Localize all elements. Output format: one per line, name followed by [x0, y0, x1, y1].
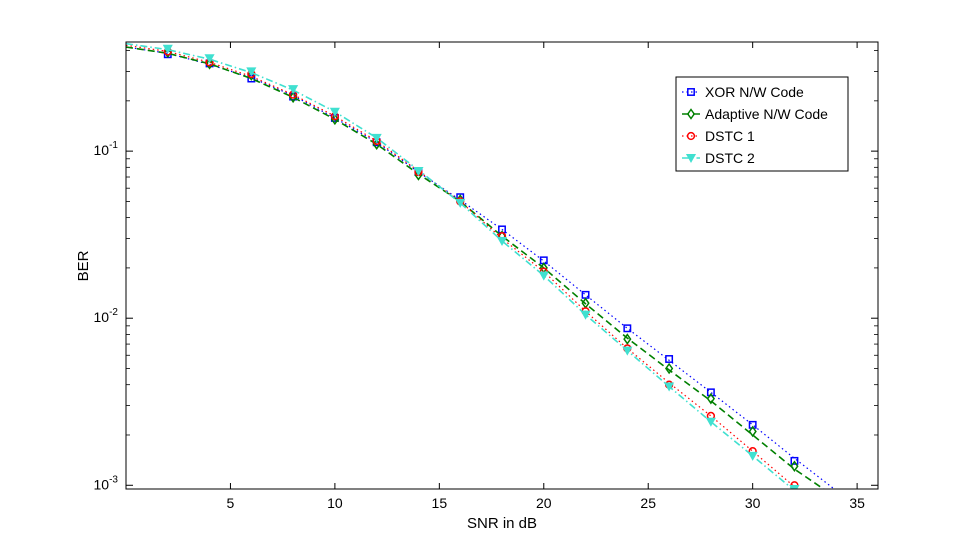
plot-content — [126, 42, 836, 489]
legend-marker — [686, 108, 696, 120]
data-point-xor-n-w-code — [665, 355, 674, 363]
legend-item-dstc-1: DSTC 1 — [682, 128, 755, 144]
data-point-dstc-2 — [664, 382, 675, 392]
data-point-adaptive-n-w-code — [790, 460, 799, 473]
data-point-dstc-2 — [455, 198, 466, 208]
y-axis-label: BER — [75, 250, 92, 281]
data-point-adaptive-n-w-code — [706, 392, 716, 405]
data-point-dstc-2 — [747, 451, 758, 461]
legend-label: Adaptive N/W Code — [705, 106, 828, 122]
x-tick-label: 20 — [536, 495, 552, 511]
x-axis-label: SNR in dB — [467, 515, 537, 532]
x-tick-label: 10 — [327, 495, 343, 511]
data-point-adaptive-n-w-code — [623, 333, 632, 345]
data-point-dstc-2 — [246, 67, 257, 77]
y-tick-label: 10-2 — [94, 307, 119, 325]
data-point-dstc-2 — [204, 54, 215, 64]
data-point-xor-n-w-code — [706, 388, 715, 397]
data-point-dstc-2 — [789, 485, 800, 489]
x-tick-label: 15 — [432, 495, 448, 511]
data-point-dstc-2 — [580, 310, 591, 320]
data-point-dstc-2 — [413, 167, 424, 177]
data-point-dstc-2 — [538, 271, 549, 281]
legend-box — [675, 76, 849, 172]
legend-marker — [687, 88, 695, 96]
legend-label: XOR N/W Code — [705, 84, 804, 100]
y-tick-label: 10-3 — [94, 474, 119, 492]
legend-label: DSTC 1 — [705, 128, 755, 144]
data-point-adaptive-n-w-code — [288, 91, 298, 104]
x-tick-label: 30 — [745, 495, 761, 511]
series-dstc-2 — [126, 42, 800, 489]
legend-item-dstc-2: DSTC 2 — [682, 150, 755, 166]
data-point-adaptive-n-w-code — [664, 362, 674, 375]
legend-label: DSTC 2 — [705, 150, 755, 166]
series-line-dstc-2 — [126, 42, 794, 489]
data-point-adaptive-n-w-code — [414, 169, 423, 181]
data-point-dstc-2 — [162, 44, 173, 54]
legend-item-xor-n-w-code: XOR N/W Code — [682, 84, 804, 100]
data-point-xor-n-w-code — [790, 456, 799, 465]
series-line-adaptive-n-w-code — [126, 46, 825, 489]
data-point-adaptive-n-w-code — [372, 138, 381, 151]
legend-marker — [686, 131, 696, 141]
x-tick-label: 35 — [849, 495, 865, 511]
plot-frame — [125, 41, 879, 490]
y-tick-label: 10-1 — [94, 140, 119, 158]
legend-marker — [685, 154, 697, 164]
data-point-adaptive-n-w-code — [748, 425, 757, 438]
legend: XOR N/W Code Adaptive N/W Code DSTC 1 DSTC … — [675, 76, 849, 172]
x-tick-label: 5 — [227, 495, 235, 511]
data-point-dstc-2 — [705, 417, 716, 427]
data-point-dstc-2 — [288, 85, 299, 95]
data-point-dstc-2 — [622, 346, 633, 356]
legend-item-adaptive-n-w-code: Adaptive N/W Code — [682, 106, 828, 122]
axes: 5 10 15 20 25 30 35 10-1 10-2 10-3 — [94, 42, 878, 511]
data-point-dstc-2 — [496, 236, 508, 246]
x-tick-label: 25 — [640, 495, 656, 511]
data-point-xor-n-w-code — [623, 324, 632, 333]
data-point-adaptive-n-w-code — [330, 113, 340, 126]
data-point-dstc-2 — [371, 133, 382, 143]
data-point-adaptive-n-w-code — [205, 58, 214, 70]
data-point-dstc-2 — [329, 107, 340, 117]
